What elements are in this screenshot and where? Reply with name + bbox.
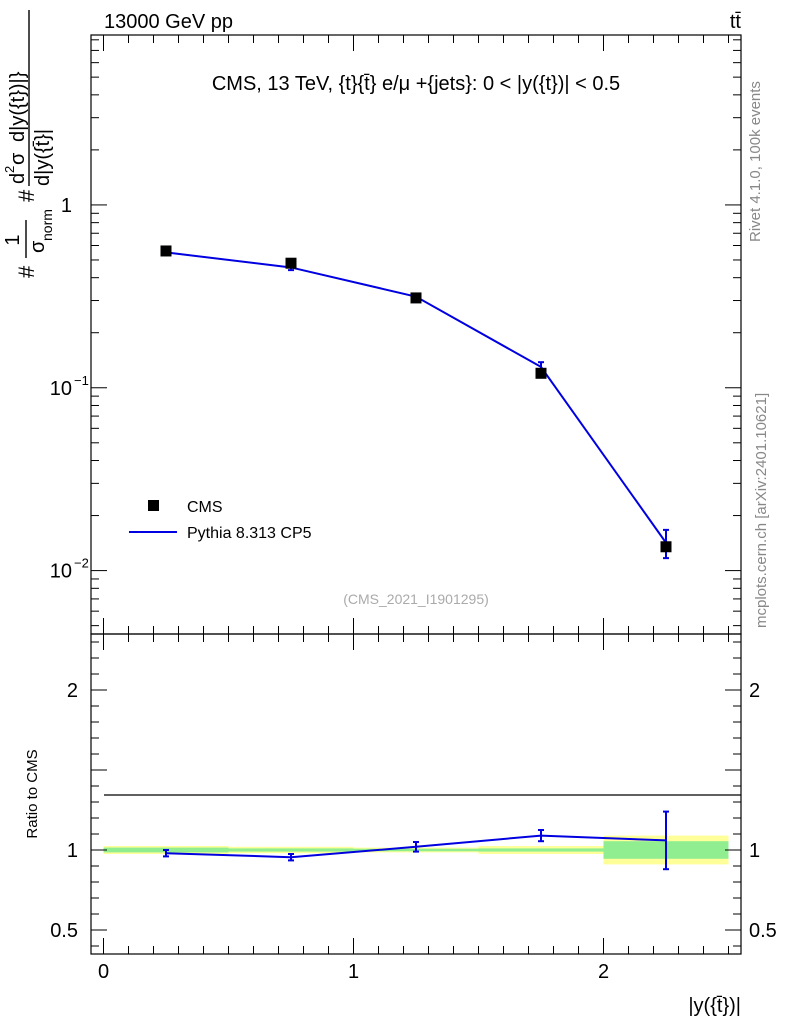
main-ytick-labels: 110−110−2 [50,195,89,583]
legend: CMS Pythia 8.313 CP5 [129,499,312,542]
main-panel: 110−110−2 CMS, 13 TeV, {t}{t̄} e/μ +{jet… [2,10,742,635]
header-left: 13000 GeV pp [104,11,233,33]
ratio-ticks [91,634,741,954]
ylabel-hash-1: # [14,265,39,278]
cms-data-point [160,245,172,257]
x-tick-label: 1 [348,961,359,983]
main-ytick-label: 1 [61,195,72,217]
legend-marker-cms [148,500,159,511]
header-right: tt̄ [730,11,742,33]
main-ytick-label: 10 [50,378,72,400]
x-tick-label: 2 [598,961,609,983]
ratio-ylabel: Ratio to CMS [24,749,41,838]
x-axis-label: |y({t̄})| [688,995,741,1017]
main-ytick-label-exp: −2 [74,556,89,571]
cms-data-point [285,257,297,269]
main-series [160,245,672,560]
ratio-plot-frame [90,633,742,955]
ratio-ytick-label-right: 0.5 [749,920,777,942]
ratio-ytick-label-left: 0.5 [50,920,78,942]
x-tick-label: 0 [98,961,109,983]
ratio-ytick-label-right: 2 [749,680,760,702]
cms-data-point [535,367,547,379]
mcplots-label: mcplots.cern.ch [arXiv:2401.10621] [753,393,770,628]
ratio-series [163,810,669,871]
ylabel-num-tail: d|y({t})|} [7,71,29,142]
ylabel-sigma-2: σ [7,152,29,165]
main-ytick-label-exp: −1 [74,373,89,388]
cms-data-point [660,541,672,553]
ratio-ytick-labels: 0.5 0.5 1 1 2 2 [50,680,777,942]
ratio-band-inner [478,848,604,852]
legend-label-cms: CMS [187,499,223,516]
main-ticks [91,35,741,634]
main-ytick-label: 10 [50,561,72,583]
ylabel-one: 1 [2,234,24,245]
cms-data-point [410,292,422,304]
ylabel-norm: norm [39,209,55,241]
main-plot-frame [90,34,742,635]
rivet-label: Rivet 4.1.0, 100k events [747,81,764,242]
ratio-ytick-label-left: 2 [67,680,78,702]
ylabel-exp-2: 2 [2,166,17,173]
ratio-ytick-label-left: 1 [67,840,78,862]
main-title: CMS, 13 TeV, {t}{t̄} e/μ +{jets}: 0 < |y… [212,73,620,95]
ratio-band-inner [228,848,354,852]
ratio-xtick-labels: 0 1 2 [98,961,609,983]
ylabel-d: d [7,173,29,184]
watermark: (CMS_2021_I1901295) [343,591,489,607]
main-ylabel: # 1 σ norm # d 2 σ d|y({t̄}| d|y({t})|} [2,10,55,278]
ylabel-sigma: σ [27,240,49,253]
ratio-panel: 0.5 0.5 1 1 2 2 0 1 2 Ratio to CMS |y({t̄})| [24,633,777,1017]
legend-label-pythia: Pythia 8.313 CP5 [187,525,312,542]
ratio-ytick-label-right: 1 [749,840,760,862]
ylabel-hash-2: # [14,189,39,202]
ylabel-den: d|y({t̄}| [32,129,54,186]
